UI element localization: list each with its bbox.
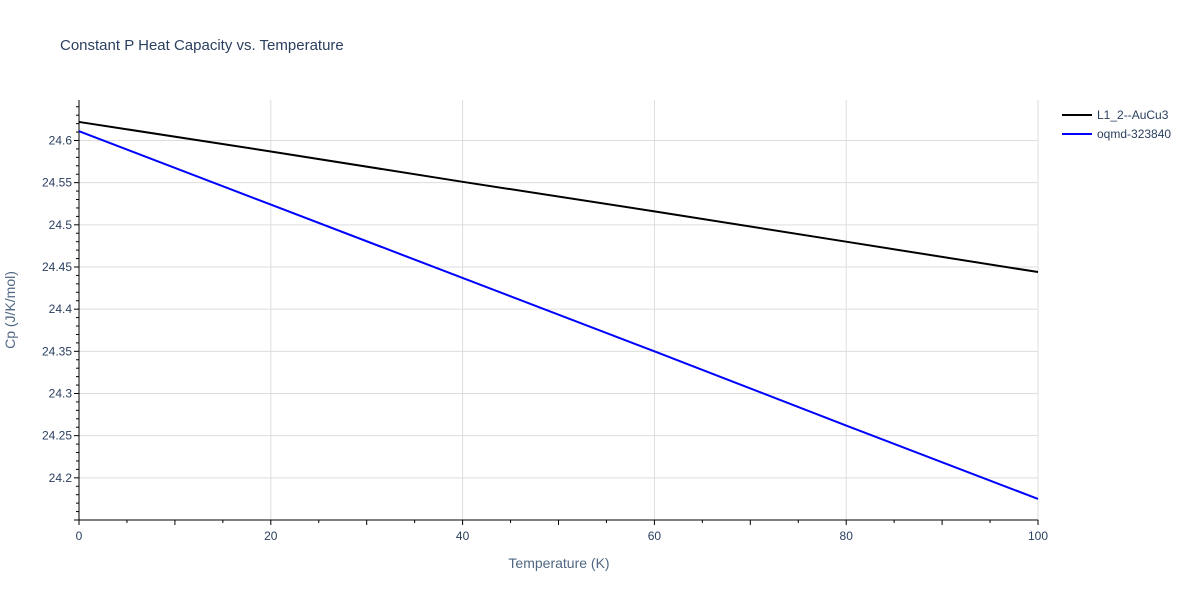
legend[interactable]: L1_2--AuCu3 oqmd-323840 — [1062, 108, 1171, 141]
y-tick-label: 24.6 — [49, 133, 73, 147]
x-tick-label: 40 — [456, 529, 470, 543]
x-tick-label: 80 — [840, 529, 854, 543]
x-tick-label: 60 — [648, 529, 662, 543]
series-lines — [78, 120, 1039, 500]
x-tick-label: 0 — [76, 529, 83, 543]
y-tick-label: 24.3 — [49, 386, 73, 400]
grid — [79, 100, 1039, 520]
y-tick-label: 24.55 — [42, 176, 72, 190]
legend-label: L1_2--AuCu3 — [1097, 108, 1169, 122]
series-line[interactable] — [78, 130, 1039, 500]
y-tick-label: 24.45 — [42, 260, 72, 274]
x-tick-label: 100 — [1028, 529, 1048, 543]
legend-item[interactable]: L1_2--AuCu3 — [1062, 108, 1169, 122]
legend-item[interactable]: oqmd-323840 — [1062, 127, 1171, 141]
x-tick-label: 20 — [264, 529, 278, 543]
legend-label: oqmd-323840 — [1097, 127, 1171, 141]
y-tick-label: 24.2 — [49, 471, 73, 485]
axes: 24.2 24.25 24.3 24.35 24.4 24.45 24.5 24.55 24.6… — [42, 100, 1048, 543]
series-line[interactable] — [78, 120, 1039, 274]
chart-title: Constant P Heat Capacity vs. Temperature — [60, 37, 344, 54]
x-axis-title: Temperature (K) — [508, 555, 609, 571]
y-tick-label: 24.5 — [49, 218, 73, 232]
y-tick-label: 24.4 — [49, 302, 73, 316]
y-axis-title: Cp (J/K/mol) — [2, 271, 18, 349]
y-tick-label: 24.25 — [42, 429, 72, 443]
y-tick-label: 24.35 — [42, 344, 72, 358]
